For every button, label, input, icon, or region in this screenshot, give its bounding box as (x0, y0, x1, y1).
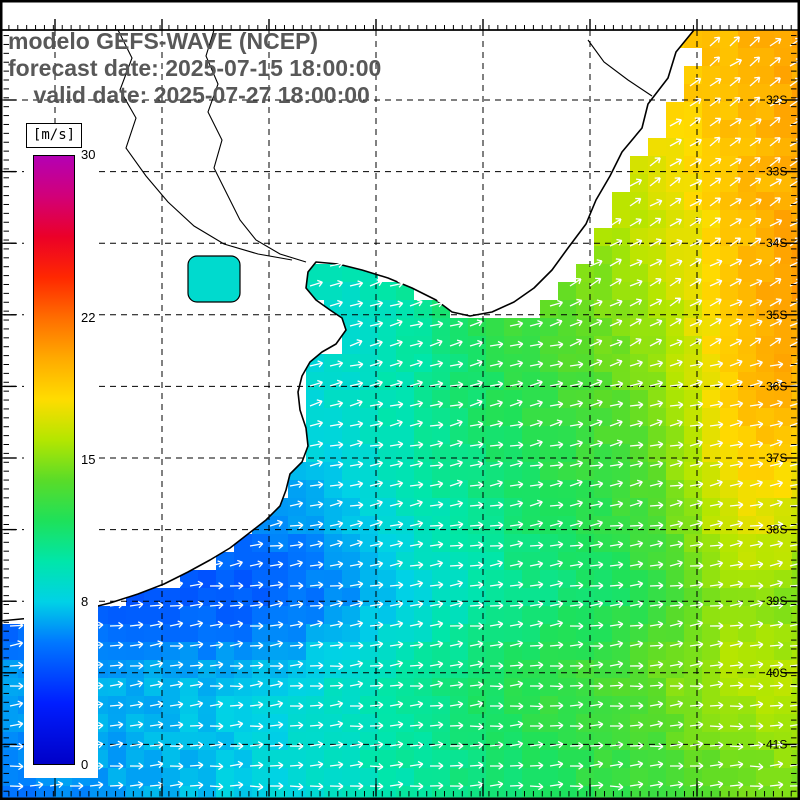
colorbar-tick-label: 15 (81, 452, 96, 467)
lat-label: 38S (766, 523, 787, 537)
valid-date-line: valid date: 2025-07-27 18:00:00 (8, 82, 370, 108)
lat-label: 39S (766, 594, 787, 608)
lat-label: 36S (766, 379, 787, 393)
lat-label: 40S (766, 666, 787, 680)
coastline (0, 29, 695, 622)
lat-label: 33S (766, 165, 787, 179)
wind-vector-arrows (9, 36, 800, 791)
rivers (117, 29, 653, 263)
colorbar-tick-label: 8 (81, 594, 89, 610)
model-name: modelo GEFS-WAVE (NCEP) (8, 28, 319, 54)
forecast-date-line: forecast date: 2025-07-15 18:00:00 (8, 55, 382, 81)
colorbar-tick-label: 22 (81, 309, 96, 325)
colorbar-unit-label: [m/s] (26, 123, 82, 148)
lat-label: 34S (766, 236, 787, 250)
latitude-labels: 32S 33S 34S 35S 36S 37S 38S 39S 40S 41S (766, 93, 787, 751)
lat-label: 37S (766, 451, 787, 465)
colorbar (33, 155, 75, 765)
lat-label: 32S (766, 93, 787, 107)
colorbar-tick-label: 30 (81, 147, 96, 162)
axis-ticks (3, 19, 797, 797)
river-line (117, 29, 293, 261)
river-line (587, 39, 653, 97)
lat-label: 41S (766, 737, 787, 751)
land-mass (0, 29, 695, 622)
inland-lake (187, 255, 241, 303)
river-line (205, 29, 307, 263)
lat-label: 35S (766, 308, 787, 322)
lake-group (187, 255, 241, 303)
colorbar-tick-label: 0 (81, 757, 89, 772)
